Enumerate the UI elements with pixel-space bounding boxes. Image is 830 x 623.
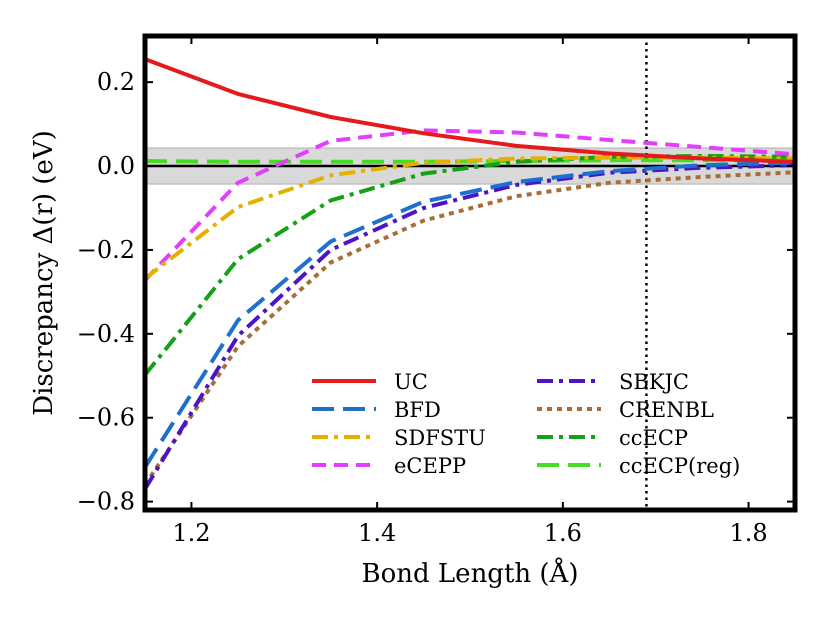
x-axis-title: Bond Length (Å) <box>362 557 579 589</box>
x-tick-label: 1.8 <box>729 519 767 547</box>
legend-label: SBKJC <box>619 370 689 394</box>
series-line-crenbl <box>145 170 795 486</box>
series-line-uc <box>145 57 795 164</box>
legend-label: CRENBL <box>619 398 714 422</box>
legend-label: ccECP <box>619 426 688 450</box>
y-tick-label: 0.2 <box>97 68 135 96</box>
x-tick-label: 1.6 <box>544 519 582 547</box>
series-line-ecepp <box>145 128 795 282</box>
y-tick-label: −0.6 <box>77 404 135 432</box>
y-tick-label: −0.8 <box>77 488 135 516</box>
x-tick-label: 1.2 <box>172 519 210 547</box>
plot-frame <box>142 33 798 513</box>
y-axis-title: Discrepancy Δ(r) (eV) <box>29 130 59 416</box>
legend-label: UC <box>394 370 428 394</box>
series-line-sdfstu <box>145 155 795 281</box>
legend-label: SDFSTU <box>394 426 486 450</box>
y-tick-label: 0.0 <box>97 152 135 180</box>
legend-label: ccECP(reg) <box>619 454 740 478</box>
y-tick-label: −0.2 <box>77 236 135 264</box>
series-line-sbkjc <box>145 163 795 491</box>
x-tick-label: 1.4 <box>358 519 396 547</box>
series-line-bfd <box>145 160 795 469</box>
y-tick-label: −0.4 <box>77 320 135 348</box>
legend-label: eCEPP <box>394 454 466 478</box>
legend-label: BFD <box>394 398 441 422</box>
